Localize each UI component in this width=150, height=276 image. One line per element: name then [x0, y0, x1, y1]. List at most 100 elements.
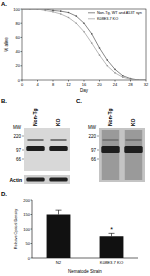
point: [114, 69, 116, 71]
point: [29, 9, 31, 10]
y-tick: [21, 51, 23, 52]
error-cap: [56, 210, 62, 211]
error-bar: [111, 233, 112, 236]
legend-swatch: [88, 12, 95, 13]
blot-membrane: [99, 128, 145, 182]
mw-label: MW: [88, 125, 97, 130]
legend-label: Non-Tg, WT and A53T syn: [97, 11, 142, 15]
x-tick-label: N2: [56, 260, 62, 265]
point: [60, 13, 62, 15]
y-tick: [21, 80, 23, 81]
mw-tick: [97, 136, 99, 137]
y-tick: [21, 65, 23, 66]
y-tick: [31, 200, 33, 201]
y-axis-label: Relative Optical Density: [14, 209, 18, 249]
point: [22, 9, 23, 10]
y-tick-label: 200: [23, 198, 30, 203]
y-tick: [31, 258, 33, 259]
y-tick-label: 40: [16, 49, 21, 54]
y-axis-label: % alive: [4, 37, 9, 52]
point: [106, 59, 108, 61]
y-axis: [32, 200, 33, 258]
point: [137, 79, 139, 80]
x-tick-label: K08E3.7 KO: [100, 260, 124, 265]
band: [124, 146, 142, 153]
point: [22, 9, 23, 10]
figure: A.B.C.D.020406080100048121620242832Day% …: [0, 0, 150, 276]
mw-marker: 97: [16, 148, 22, 153]
point: [60, 10, 62, 12]
y-tick: [21, 9, 23, 10]
x-axis-label: Nematode Strain: [68, 269, 102, 274]
actin-band: [49, 178, 67, 182]
y-tick: [31, 214, 33, 215]
point: [122, 75, 124, 77]
y-tick-label: 20: [16, 63, 21, 68]
point: [122, 76, 124, 78]
point: [29, 9, 31, 10]
lane-label: Non-Tg: [107, 109, 113, 127]
mw-marker: 66: [91, 157, 97, 162]
data-group: [47, 210, 124, 258]
band: [101, 146, 119, 153]
panel-label: B.: [1, 98, 7, 104]
mw-tick: [22, 136, 24, 137]
point: [91, 42, 93, 44]
x-tick-label: 16: [82, 82, 87, 87]
point: [37, 9, 39, 10]
lane-label: Non-Tg: [32, 109, 38, 127]
band: [50, 139, 66, 141]
panel-label: C.: [76, 98, 82, 104]
panel-label: D.: [1, 191, 7, 197]
point: [99, 47, 101, 49]
error-bar: [58, 210, 59, 214]
mw-marker: 97: [91, 148, 97, 153]
significance-mark: *: [110, 226, 113, 233]
lane-label: KO: [55, 118, 61, 126]
point: [106, 65, 108, 67]
plot-frame: [22, 9, 146, 80]
x-tick-label: 24: [113, 82, 118, 87]
mw-tick: [22, 159, 24, 160]
y-tick-label: 80: [16, 21, 21, 26]
mw-tick: [97, 159, 99, 160]
smear: [125, 130, 142, 180]
y-tick-label: 60: [16, 35, 21, 40]
point: [83, 22, 85, 24]
western-blot: Non-TgKOMW2209766Actin: [10, 109, 71, 185]
x-tick-label: 28: [128, 82, 133, 87]
point: [145, 79, 146, 80]
y-tick-label: 100: [23, 227, 30, 232]
point: [130, 78, 132, 80]
smear: [102, 130, 119, 180]
panel-label: A.: [1, 1, 7, 7]
mw-marker: 220: [88, 134, 96, 139]
point: [91, 33, 93, 35]
x-tick-label: 8: [52, 82, 55, 87]
density-chart: 050100150200Relative Optical DensityNema…: [14, 198, 138, 275]
bar: [47, 215, 71, 259]
y-tick-label: 0: [28, 256, 31, 261]
point: [137, 79, 139, 80]
mw-marker: 66: [16, 157, 22, 162]
survival-line: [22, 9, 146, 80]
blot-membrane: [24, 128, 70, 171]
x-tick-label: 20: [97, 82, 102, 87]
point: [114, 72, 116, 74]
survival-chart: 020406080100048121620242832Day% aliveNon…: [4, 7, 149, 94]
actin-band: [26, 178, 44, 182]
y-tick: [21, 37, 23, 38]
point: [130, 78, 132, 80]
x-tick-label: 12: [66, 82, 71, 87]
x-tick-label: 4: [36, 82, 39, 87]
band: [125, 139, 141, 141]
x-tick-label: 0: [21, 82, 24, 87]
band: [102, 139, 118, 141]
survival-line: [22, 9, 146, 80]
loading-control-label: Actin: [10, 177, 23, 183]
point: [99, 54, 101, 56]
band: [49, 146, 67, 151]
y-tick-label: 100: [13, 7, 20, 12]
y-tick-label: 50: [26, 241, 31, 246]
mw-marker: 220: [13, 134, 21, 139]
